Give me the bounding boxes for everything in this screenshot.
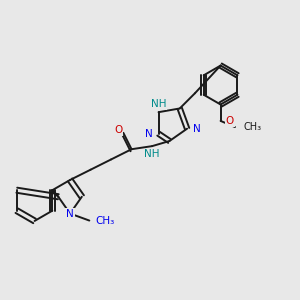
Text: O: O	[114, 125, 122, 135]
Text: N: N	[66, 208, 74, 218]
Text: NH: NH	[144, 149, 160, 159]
Text: N: N	[145, 129, 152, 139]
Text: O: O	[226, 116, 234, 126]
Text: NH: NH	[151, 99, 166, 109]
Text: N: N	[193, 124, 201, 134]
Text: CH₃: CH₃	[95, 216, 115, 226]
Text: CH₃: CH₃	[243, 122, 261, 132]
